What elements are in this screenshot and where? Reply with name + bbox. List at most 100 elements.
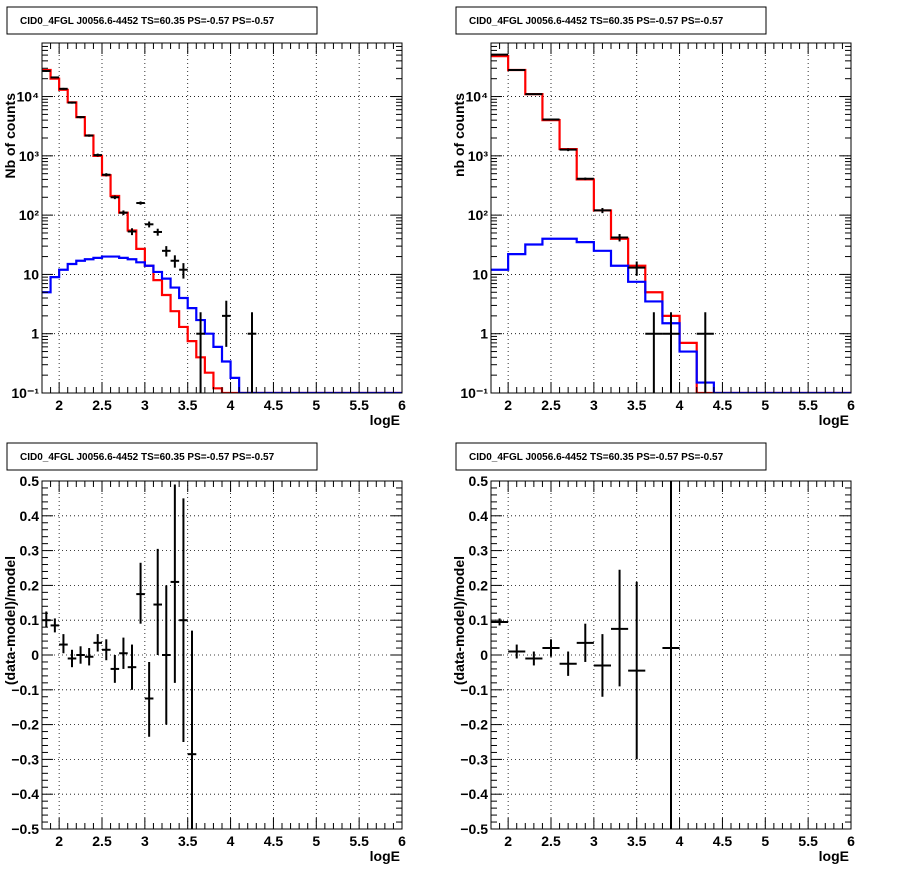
panel-title-text: CID0_4FGL J0056.6-4452 TS=60.35 PS=-0.57… <box>469 452 724 463</box>
x-tick-label: 3.5 <box>178 397 198 413</box>
data-point <box>576 623 594 662</box>
plot-area <box>42 484 197 829</box>
y-tick-label: 0.1 <box>469 612 489 628</box>
data-point <box>179 498 188 742</box>
panel-title-text: CID0_4FGL J0056.6-4452 TS=60.35 PS=-0.57… <box>469 16 724 27</box>
y-tick-label: 1 <box>480 326 488 342</box>
y-tick-label: 10⁻¹ <box>11 385 39 401</box>
data-point <box>559 651 577 676</box>
data-point <box>696 312 714 393</box>
x-tick-label: 6 <box>398 397 406 413</box>
panel-title-box <box>455 6 767 35</box>
y-tick-label: 0.4 <box>469 508 489 524</box>
x-axis-title: logE <box>819 412 849 428</box>
y-tick-label: −0.2 <box>460 717 488 733</box>
data-point <box>50 76 60 79</box>
x-tick-label: 3 <box>141 833 149 849</box>
panel-title-box <box>6 442 318 471</box>
x-tick-label: 4 <box>227 833 235 849</box>
data-point <box>611 234 629 242</box>
data-point <box>525 651 543 666</box>
panel-counts-left: CID0_4FGL J0056.6-4452 TS=60.35 PS=-0.57… <box>2 6 406 428</box>
data-point <box>102 173 111 177</box>
data-point <box>76 115 85 119</box>
x-tick-label: 5.5 <box>349 833 369 849</box>
x-tick-label: 2.5 <box>92 397 112 413</box>
data-point <box>59 87 68 90</box>
data-point <box>42 611 51 628</box>
data-point <box>491 618 509 626</box>
x-tick-label: 3 <box>590 833 598 849</box>
x-tick-label: 6 <box>398 833 406 849</box>
x-tick-label: 4.5 <box>264 397 284 413</box>
data-point <box>662 481 680 829</box>
data-point <box>196 312 205 393</box>
data-point <box>144 661 154 737</box>
y-tick-label: −0.3 <box>460 751 488 767</box>
grid <box>42 43 403 394</box>
x-tick-label: 2.5 <box>541 397 561 413</box>
plot-area <box>491 53 851 393</box>
x-tick-label: 6 <box>847 397 855 413</box>
x-tick-label: 3.5 <box>627 397 647 413</box>
data-point <box>247 312 257 393</box>
panel-title-text: CID0_4FGL J0056.6-4452 TS=60.35 PS=-0.57… <box>20 16 275 27</box>
plot-frame <box>41 42 403 394</box>
data-point <box>628 581 646 760</box>
x-tick-label: 2 <box>504 397 512 413</box>
y-tick-label: 0.2 <box>469 577 489 593</box>
y-tick-label: 10⁻¹ <box>460 385 488 401</box>
y-tick-label: −0.4 <box>11 786 39 802</box>
panel-residuals-left: CID0_4FGL J0056.6-4452 TS=60.35 PS=-0.57… <box>2 442 406 864</box>
y-tick-label: 0.4 <box>20 508 40 524</box>
panel-title: CID0_4FGL J0056.6-4452 TS=60.35 PS=-0.57… <box>6 442 318 471</box>
y-tick-label: 0 <box>480 647 488 663</box>
data-point <box>593 634 611 697</box>
y-tick-label: 0.5 <box>20 473 40 489</box>
data-point <box>67 649 77 668</box>
x-axis-title: logE <box>370 848 400 864</box>
data-point <box>491 53 509 56</box>
data-point <box>119 637 128 669</box>
y-tick-label: 10² <box>468 207 489 223</box>
x-tick-label: 4.5 <box>264 833 284 849</box>
data-point <box>187 630 197 829</box>
y-tick-label: 0.5 <box>469 473 489 489</box>
x-tick-label: 4.5 <box>713 397 733 413</box>
series-line-1 <box>491 237 851 393</box>
y-tick-label: 10³ <box>19 148 40 164</box>
x-tick-label: 4.5 <box>713 833 733 849</box>
x-tick-label: 3.5 <box>627 833 647 849</box>
x-tick-label: 4 <box>676 833 684 849</box>
data-point <box>576 177 594 181</box>
y-tick-label: 10⁴ <box>466 89 489 105</box>
panel-title: CID0_4FGL J0056.6-4452 TS=60.35 PS=-0.57… <box>6 6 318 35</box>
y-tick-label: −0.5 <box>11 821 39 837</box>
y-tick-label: −0.1 <box>460 682 488 698</box>
data-point <box>153 548 162 655</box>
x-tick-label: 4 <box>227 397 235 413</box>
x-tick-label: 3 <box>141 397 149 413</box>
panel-title-box <box>6 6 318 35</box>
data-point <box>84 134 94 137</box>
x-tick-label: 6 <box>847 833 855 849</box>
y-tick-label: 0 <box>31 647 39 663</box>
series-line-0 <box>42 68 402 393</box>
y-tick-label: 1 <box>31 326 39 342</box>
panel-counts-right: CID0_4FGL J0056.6-4452 TS=60.35 PS=-0.57… <box>451 6 855 428</box>
x-tick-label: 2 <box>504 833 512 849</box>
data-point <box>179 263 188 279</box>
x-tick-label: 2.5 <box>541 833 561 849</box>
x-tick-label: 2.5 <box>92 833 112 849</box>
y-tick-label: −0.4 <box>460 786 488 802</box>
data-point <box>525 93 543 96</box>
data-point <box>153 228 162 236</box>
data-point <box>611 569 629 687</box>
x-tick-label: 5.5 <box>798 397 818 413</box>
data-point <box>162 246 171 257</box>
data-point <box>76 646 85 664</box>
